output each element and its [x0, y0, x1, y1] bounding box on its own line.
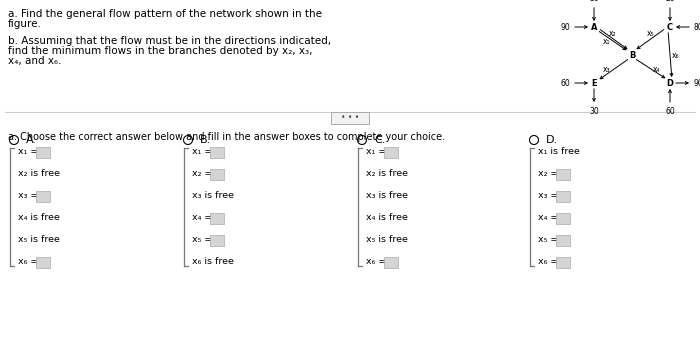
Text: a. Choose the correct answer below and fill in the answer boxes to complete your: a. Choose the correct answer below and f…: [8, 132, 445, 142]
Text: x₃ is free: x₃ is free: [192, 192, 234, 201]
Bar: [331, 112, 369, 124]
Text: x₄: x₄: [653, 64, 661, 74]
Text: A.: A.: [26, 135, 37, 145]
Bar: [556, 257, 570, 268]
Text: x₄ is free: x₄ is free: [366, 213, 408, 222]
Text: x₆: x₆: [672, 50, 680, 59]
Text: b. Assuming that the flow must be in the directions indicated,: b. Assuming that the flow must be in the…: [8, 36, 331, 46]
Text: x₆ =: x₆ =: [18, 257, 38, 267]
Bar: [36, 147, 50, 158]
Text: 30: 30: [589, 107, 599, 116]
Text: 30: 30: [589, 0, 599, 3]
Text: x₅ is free: x₅ is free: [18, 236, 60, 244]
Bar: [210, 147, 224, 158]
Text: x₅ =: x₅ =: [192, 236, 212, 244]
Text: B.: B.: [200, 135, 211, 145]
Text: x₆ =: x₆ =: [538, 257, 559, 267]
Text: C: C: [667, 23, 673, 31]
Bar: [210, 235, 224, 246]
Text: x₄ is free: x₄ is free: [18, 213, 60, 222]
Text: • • •: • • •: [341, 114, 359, 122]
Text: 60: 60: [665, 107, 675, 116]
Text: x₁ =: x₁ =: [192, 148, 212, 157]
Bar: [556, 169, 570, 180]
Text: x₁ is free: x₁ is free: [538, 148, 580, 157]
Text: E: E: [592, 78, 597, 88]
Text: x₅ =: x₅ =: [538, 236, 559, 244]
Bar: [556, 213, 570, 224]
Text: x₅ is free: x₅ is free: [366, 236, 408, 244]
Text: x₆ is free: x₆ is free: [192, 257, 234, 267]
Text: A: A: [591, 23, 597, 31]
Text: x₃ =: x₃ =: [538, 192, 559, 201]
Text: x₂ is free: x₂ is free: [366, 169, 408, 178]
Text: x₂: x₂: [609, 29, 617, 38]
Text: x₄, and x₆.: x₄, and x₆.: [8, 56, 62, 66]
Text: x₃ =: x₃ =: [18, 192, 38, 201]
Text: x₁ =: x₁ =: [18, 148, 38, 157]
Text: find the minimum flows in the branches denoted by x₂, x₃,: find the minimum flows in the branches d…: [8, 46, 312, 56]
Text: x₆ =: x₆ =: [366, 257, 386, 267]
Text: D.: D.: [546, 135, 558, 145]
Bar: [384, 257, 398, 268]
Text: x₂ is free: x₂ is free: [18, 169, 60, 178]
Text: x₄ =: x₄ =: [538, 213, 559, 222]
Bar: [556, 191, 570, 202]
Text: x₃: x₃: [603, 64, 611, 74]
Bar: [384, 147, 398, 158]
Text: 80: 80: [694, 23, 700, 31]
Text: x₂ =: x₂ =: [192, 169, 213, 178]
Text: a. Find the general flow pattern of the network shown in the: a. Find the general flow pattern of the …: [8, 9, 322, 19]
Text: B: B: [629, 50, 635, 59]
Text: x₄ =: x₄ =: [192, 213, 212, 222]
Bar: [210, 169, 224, 180]
Bar: [36, 257, 50, 268]
Text: x₁ =: x₁ =: [366, 148, 386, 157]
Bar: [36, 191, 50, 202]
Text: x₂ =: x₂ =: [538, 169, 559, 178]
Text: 60: 60: [560, 78, 570, 88]
Bar: [210, 213, 224, 224]
Text: 90: 90: [560, 23, 570, 31]
Text: x₁: x₁: [603, 36, 610, 45]
Text: 90: 90: [694, 78, 700, 88]
Bar: [556, 235, 570, 246]
Text: figure.: figure.: [8, 19, 42, 29]
Text: x₅: x₅: [648, 29, 654, 38]
Text: 20: 20: [665, 0, 675, 3]
Text: C.: C.: [374, 135, 386, 145]
Text: x₃ is free: x₃ is free: [366, 192, 408, 201]
Text: D: D: [666, 78, 673, 88]
